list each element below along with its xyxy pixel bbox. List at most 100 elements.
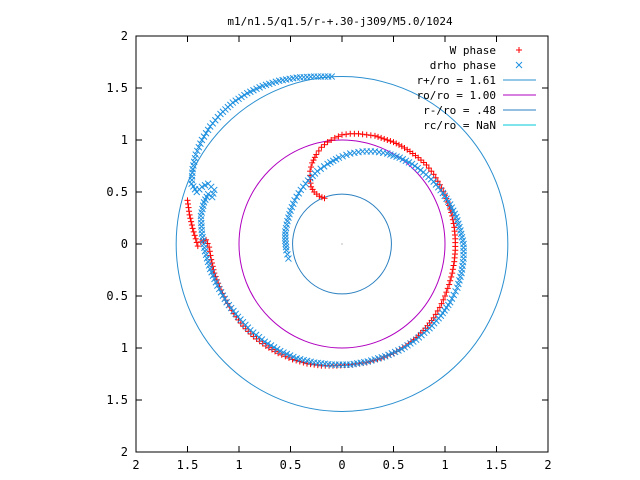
drho-phase-point: [192, 151, 200, 158]
w-phase-point: [191, 232, 198, 239]
drho-phase-point-b: [317, 360, 325, 367]
drho-phase-point: [450, 291, 458, 299]
legend-label: W phase: [450, 44, 496, 57]
drho-phase-point-b: [408, 160, 416, 168]
drho-phase-point-b: [448, 295, 456, 302]
drho-phase-point-b: [192, 151, 200, 158]
drho-phase-point: [286, 352, 294, 359]
drho-phase-point-b: [200, 240, 208, 248]
drho-phase-point-b: [300, 356, 308, 364]
drho-phase-point: [297, 186, 305, 194]
drho-phase-point: [197, 140, 204, 147]
drho-phase-point-b: [391, 348, 399, 356]
drho-phase-point: [223, 298, 230, 306]
w-phase-point: [359, 131, 366, 138]
w-phase-point: [423, 161, 430, 168]
y-tick-label: 1: [121, 341, 128, 355]
drho-phase-point: [229, 99, 237, 106]
drho-phase-point-b: [401, 343, 408, 351]
x-tick-label: 2: [544, 458, 551, 472]
drho-phase-point-b: [299, 183, 307, 191]
x-tick-label: 1: [235, 458, 242, 472]
drho-phase-point: [408, 160, 416, 168]
w-phase-point: [450, 220, 457, 227]
w-phase-point: [318, 144, 325, 151]
y-tick-label: 0.5: [106, 185, 128, 199]
drho-phase-point-b: [409, 338, 417, 345]
drho-phase-point: [202, 129, 210, 137]
w-phase-point: [449, 216, 456, 223]
drho-phase-point-b: [232, 97, 240, 105]
chart-title: m1/n1.5/q1.5/r-+.30-j309/M5.0/1024: [227, 15, 453, 28]
w-phase-point: [438, 300, 445, 307]
circle-rro: [292, 193, 392, 295]
drho-phase-point-b: [346, 150, 354, 157]
drho-phase-point: [291, 196, 298, 204]
drho-phase-point: [385, 351, 392, 359]
drho-phase-point: [289, 200, 297, 208]
drho-phase-point-b: [457, 227, 464, 234]
drho-phase-point-b: [405, 159, 413, 166]
drho-phase-point-b: [441, 192, 449, 200]
circle-rro: [175, 76, 509, 412]
drho-phase-point-b: [191, 185, 199, 193]
w-phase-point: [242, 325, 249, 332]
drho-phase-point: [391, 348, 399, 356]
w-phase-point: [449, 270, 456, 277]
y-tick-label: 1.5: [106, 393, 128, 407]
drho-phase-point: [452, 287, 459, 295]
legend-label: rc/ro = NaN: [423, 119, 496, 132]
drho-phase-point-b: [210, 186, 218, 194]
drho-phase-point-b: [317, 165, 325, 173]
drho-phase-point-b: [328, 361, 336, 368]
w-phase-point: [393, 140, 400, 147]
w-phase-point: [310, 157, 317, 164]
origin-dot: [341, 243, 343, 245]
w-phase-point: [185, 200, 192, 207]
drho-phase-point-b: [200, 133, 208, 140]
drho-phase-point: [320, 162, 328, 170]
w-phase-point: [192, 235, 199, 242]
drho-phase-point: [212, 278, 220, 286]
drho-phase-point-b: [385, 351, 392, 359]
y-tick-label: 2: [121, 445, 128, 459]
drho-phase-point-b: [201, 247, 209, 255]
legend-marker: [515, 61, 523, 69]
drho-phase-point: [235, 95, 242, 103]
w-phase-point: [206, 248, 213, 255]
w-phase-point: [436, 181, 443, 188]
drho-phase-point-b: [324, 360, 332, 368]
w-phase-point: [240, 323, 247, 330]
drho-phase-point: [209, 272, 217, 279]
drho-phase-point-b: [204, 258, 212, 266]
drho-phase-point: [288, 203, 296, 211]
w-phase-point: [237, 320, 244, 327]
x-tick-label: 0: [338, 458, 345, 472]
w-phase-point: [363, 131, 370, 138]
drho-phase-point-b: [293, 355, 301, 362]
drho-phase-point: [317, 165, 325, 173]
drho-phase-point-b: [214, 282, 221, 289]
w-phase-point: [428, 168, 435, 175]
drho-phase-point-b: [285, 255, 292, 262]
drho-phase-point: [264, 340, 272, 347]
drho-phase-point-b: [388, 350, 396, 357]
circle-roro: [238, 139, 446, 349]
drho-phase-point: [221, 295, 229, 303]
w-phase-point: [190, 228, 197, 235]
drho-phase-point: [214, 282, 221, 289]
w-phase-point: [321, 195, 328, 202]
drho-phase-point: [287, 207, 294, 215]
drho-phase-point-b: [202, 129, 210, 137]
drho-phase-point-b: [411, 162, 419, 170]
drho-phase-point-b: [212, 278, 220, 286]
drho-phase-point-b: [451, 210, 459, 218]
w-phase-point: [247, 330, 254, 337]
drho-phase-point-b: [291, 196, 298, 204]
y-tick-label: 2: [121, 29, 128, 43]
legend: W phase drho phase r+/ro = 1.61 ro/ro = 1.0…: [417, 44, 536, 132]
w-phase-series: [184, 130, 459, 369]
w-phase-point: [442, 293, 448, 299]
drho-phase-point: [454, 284, 461, 292]
drho-phase-point: [267, 342, 275, 349]
